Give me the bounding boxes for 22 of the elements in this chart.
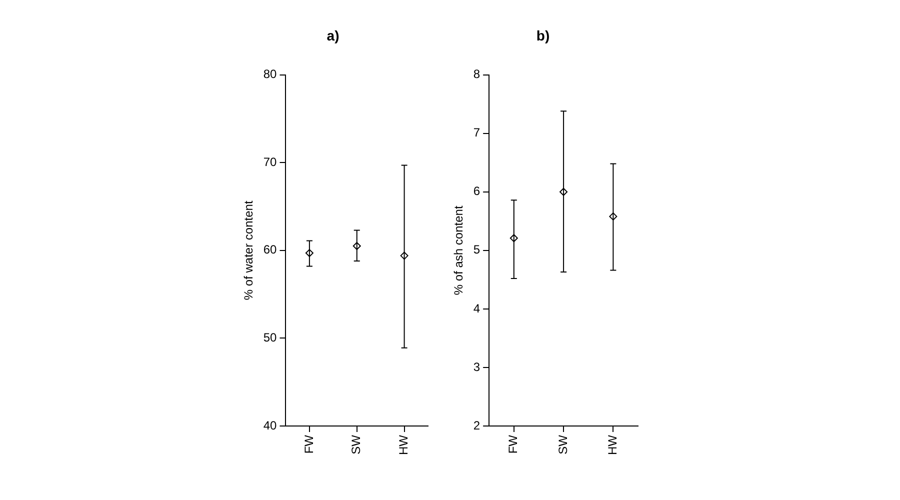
y-tick-label: 60 — [263, 242, 278, 257]
x-tick-label: FW — [506, 434, 520, 454]
y-tick-label: 4 — [473, 301, 480, 316]
y-tick-label: 80 — [263, 67, 278, 82]
y-tick-label: 40 — [263, 418, 278, 432]
x-tick-label: SW — [349, 434, 364, 454]
y-axis-title: % of water content — [242, 200, 256, 300]
x-tick-label: SW — [556, 434, 570, 454]
y-tick-label: 5 — [473, 242, 480, 257]
x-tick-label: HW — [605, 434, 620, 456]
y-tick-label: 3 — [473, 360, 480, 374]
y-axis-title: % of ash content — [452, 205, 466, 296]
y-tick-label: 70 — [263, 154, 278, 169]
y-tick-label: 2 — [473, 418, 480, 432]
chart-title: b) — [536, 27, 550, 44]
x-tick-label: FW — [302, 434, 316, 454]
chart-title: a) — [326, 27, 340, 44]
y-tick-label: 8 — [473, 67, 480, 82]
y-tick-label: 7 — [473, 126, 480, 140]
y-tick-label: 50 — [263, 330, 278, 345]
x-tick-label: HW — [396, 434, 411, 456]
y-tick-label: 6 — [473, 184, 480, 198]
